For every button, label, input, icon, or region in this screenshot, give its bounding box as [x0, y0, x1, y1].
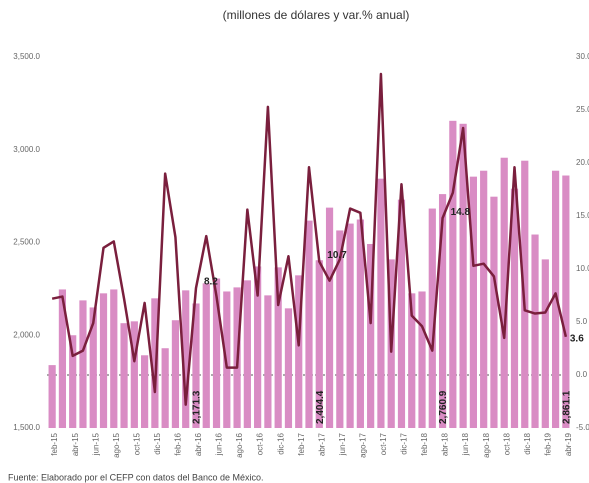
bar	[428, 208, 436, 428]
bar	[69, 335, 77, 428]
x-tick-label: feb-18	[420, 432, 429, 455]
bar	[120, 323, 128, 428]
bar	[469, 176, 477, 428]
bar	[305, 220, 313, 428]
bar	[161, 348, 169, 428]
x-tick-label: jun-15	[91, 432, 100, 456]
bar	[336, 230, 344, 428]
bar	[254, 266, 262, 428]
bar	[130, 321, 138, 428]
bar	[192, 303, 200, 428]
bar	[295, 275, 303, 428]
x-tick-label: abr-16	[194, 432, 203, 456]
y-tick-label: 2,500.0	[13, 238, 40, 247]
bar	[490, 196, 498, 428]
bar	[510, 188, 519, 428]
bar	[531, 234, 539, 428]
bar	[346, 223, 354, 428]
bar	[397, 199, 406, 428]
x-tick-label: jun-16	[215, 432, 224, 456]
bar	[79, 300, 87, 428]
bar	[110, 289, 118, 428]
bar-value-label: 2,404.4	[315, 390, 326, 424]
line-value-label: 10.7	[327, 250, 347, 261]
bar	[212, 278, 221, 428]
x-tick-label: ago-17	[358, 432, 367, 457]
x-tick-label: abr-19	[564, 432, 573, 456]
x-tick-label: ago-16	[235, 432, 244, 457]
bar	[449, 120, 457, 428]
x-tick-label: dic-17	[400, 432, 409, 454]
x-tick-label: feb-15	[50, 432, 59, 455]
bar	[141, 355, 149, 428]
y2-tick-label: 10.0	[576, 264, 589, 273]
bar	[408, 293, 416, 428]
line-value-label: 3.6	[570, 333, 584, 344]
y2-tick-label: 5.0	[576, 317, 588, 326]
source-note: Fuente: Elaborado por el CEFP con datos …	[8, 472, 264, 482]
x-tick-label: abr-18	[441, 432, 450, 456]
x-tick-label: jun-17	[338, 432, 347, 456]
bar	[315, 260, 323, 428]
x-tick-label: ago-18	[482, 432, 491, 457]
bar	[284, 308, 293, 428]
bar	[562, 175, 570, 428]
x-tick-label: feb-17	[297, 432, 306, 455]
x-tick-label: jun-18	[461, 432, 470, 456]
y-tick-label: 2,000.0	[13, 330, 40, 339]
y-tick-label: 1,500.0	[13, 423, 40, 432]
bar	[367, 243, 375, 428]
chart-title: (millones de dólares y var.% anual)	[223, 8, 410, 22]
y2-tick-label: -5.0	[576, 423, 589, 432]
x-tick-label: feb-16	[174, 432, 183, 455]
line	[51, 72, 568, 406]
bar	[377, 178, 385, 428]
bar	[151, 298, 159, 428]
bar	[264, 295, 272, 428]
bar	[99, 293, 108, 428]
bar	[551, 170, 560, 429]
bar-value-label: 2,861.1	[562, 390, 573, 424]
line-value-label: 14.8	[451, 207, 471, 218]
bar-value-label: 2,760.9	[438, 390, 449, 424]
x-tick-label: abr-17	[317, 432, 326, 456]
y-tick-label: 3,500.0	[13, 52, 40, 61]
y2-tick-label: 15.0	[576, 211, 589, 220]
bar	[459, 123, 467, 428]
y-tick-label: 3,000.0	[13, 145, 40, 154]
bar	[171, 320, 180, 428]
bar	[438, 194, 447, 428]
bar	[541, 259, 549, 428]
x-tick-label: dic-15	[153, 432, 162, 454]
bar-value-label: 2,171.3	[192, 390, 203, 424]
bar	[356, 219, 364, 428]
x-tick-label: oct-16	[256, 432, 265, 455]
y2-tick-label: 0.0	[576, 370, 588, 379]
bar	[182, 290, 190, 428]
x-tick-label: dic-16	[276, 432, 285, 454]
bar	[500, 157, 508, 428]
x-tick-label: oct-15	[132, 432, 141, 455]
x-tick-label: oct-17	[379, 432, 388, 455]
y2-tick-label: 20.0	[576, 158, 589, 167]
x-tick-label: dic-18	[523, 432, 532, 454]
bar	[243, 280, 251, 428]
bar	[480, 170, 488, 429]
x-tick-label: ago-15	[112, 432, 121, 457]
y2-tick-label: 25.0	[576, 105, 589, 114]
bar	[274, 267, 282, 428]
bar	[48, 365, 56, 428]
bar	[325, 207, 334, 428]
bar	[58, 289, 67, 428]
bar	[418, 291, 426, 428]
bar	[202, 283, 210, 428]
x-tick-label: feb-19	[543, 432, 552, 455]
bar	[89, 307, 97, 428]
x-tick-label: oct-18	[502, 432, 511, 455]
x-tick-label: abr-15	[71, 432, 80, 456]
y2-tick-label: 30.0	[576, 52, 589, 61]
line-value-label: 8.2	[204, 277, 218, 288]
